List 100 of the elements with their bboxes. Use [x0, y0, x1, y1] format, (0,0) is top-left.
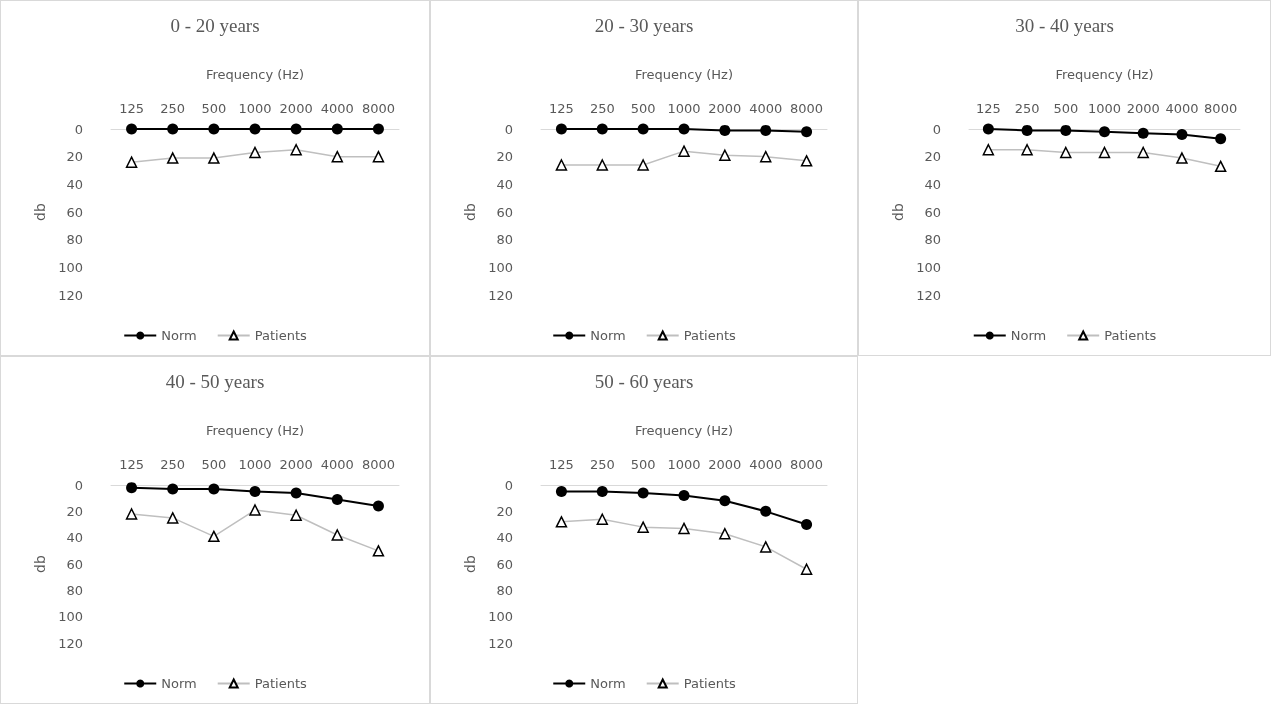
x-tick-label: 4000: [320, 101, 354, 116]
y-axis-title: db: [32, 203, 49, 221]
x-tick-label: 8000: [1204, 101, 1238, 116]
point: [249, 486, 261, 498]
point: [596, 486, 608, 498]
x-tick-label: 8000: [361, 101, 395, 116]
point: [678, 123, 690, 135]
chart-title: 30 - 40 years: [1015, 15, 1114, 36]
x-tick-label: 1000: [667, 457, 701, 472]
point: [982, 123, 994, 135]
x-tick-label: 1000: [238, 457, 272, 472]
y-tick-label: 0: [504, 121, 513, 137]
point: [801, 126, 813, 138]
x-tick-label: 8000: [790, 101, 824, 116]
y-tick-label: 60: [66, 556, 83, 572]
chart-title: 40 - 50 years: [165, 371, 265, 392]
x-tick-label: 250: [160, 457, 186, 472]
legend-label: Norm: [590, 328, 626, 343]
y-tick-label: 0: [74, 477, 83, 493]
y-axis-title: db: [462, 555, 479, 573]
point: [555, 123, 567, 135]
point: [208, 123, 220, 135]
y-tick-label: 0: [74, 121, 83, 137]
chart-title: 20 - 30 years: [594, 15, 694, 36]
point: [1021, 124, 1033, 136]
x-tick-label: 4000: [320, 457, 354, 472]
x-axis-title: Frequency (Hz): [634, 423, 734, 438]
x-axis-title: Frequency (Hz): [634, 67, 734, 82]
x-tick-label: 500: [630, 457, 656, 472]
x-tick-label: 1000: [667, 101, 701, 116]
y-tick-label: 120: [488, 635, 513, 651]
y-tick-label: 80: [496, 582, 513, 598]
point: [208, 483, 220, 495]
x-tick-label: 500: [201, 101, 227, 116]
y-tick-label: 80: [66, 582, 83, 598]
y-tick-label: 100: [488, 609, 513, 625]
x-tick-label: 4000: [749, 101, 783, 116]
x-tick-label: 250: [589, 101, 615, 116]
legend-label: Norm: [1010, 328, 1047, 343]
x-tick-label: 250: [1014, 101, 1040, 116]
x-tick-label: 250: [160, 101, 186, 116]
legend-label: Norm: [590, 676, 626, 691]
y-tick-label: 100: [916, 259, 941, 275]
point: [331, 123, 343, 135]
y-tick-label: 80: [924, 232, 941, 248]
y-tick-label: 20: [924, 149, 941, 165]
y-tick-label: 60: [924, 204, 941, 220]
x-tick-label: 500: [201, 457, 227, 472]
x-tick-label: 2000: [279, 101, 313, 116]
y-tick-label: 80: [66, 232, 83, 248]
x-tick-label: 125: [975, 101, 1001, 116]
x-axis-title: Frequency (Hz): [205, 67, 305, 82]
x-tick-label: 4000: [749, 457, 783, 472]
legend-label: Patients: [683, 676, 736, 691]
legend-label: Patients: [683, 328, 736, 343]
point: [637, 487, 649, 499]
legend-label: Patients: [254, 328, 307, 343]
point: [1099, 126, 1110, 138]
point: [555, 486, 567, 498]
y-tick-label: 100: [488, 259, 513, 275]
chart-title: 50 - 60 years: [594, 371, 694, 392]
point: [801, 519, 813, 530]
point: [1060, 124, 1072, 136]
y-tick-label: 40: [924, 176, 941, 192]
x-tick-label: 2000: [1126, 101, 1160, 116]
point: [1137, 127, 1149, 139]
x-tick-label: 2000: [279, 457, 313, 472]
point: [290, 123, 302, 135]
y-tick-label: 20: [496, 503, 513, 519]
legend-label: Patients: [254, 676, 307, 691]
point: [167, 483, 179, 495]
point: [678, 490, 690, 502]
chart-title: 0 - 20 years: [170, 15, 260, 36]
x-tick-label: 1000: [238, 101, 272, 116]
point: [126, 123, 138, 135]
y-tick-label: 20: [66, 503, 83, 519]
x-tick-label: 8000: [361, 457, 395, 472]
y-tick-label: 40: [496, 530, 513, 546]
point: [126, 482, 138, 494]
point: [1176, 129, 1188, 141]
y-tick-label: 0: [504, 477, 513, 493]
x-tick-label: 1000: [1087, 101, 1122, 116]
x-tick-label: 125: [549, 457, 574, 472]
y-tick-label: 100: [58, 609, 83, 625]
point: [372, 123, 384, 135]
x-axis-title: Frequency (Hz): [1055, 67, 1154, 82]
y-tick-label: 20: [496, 149, 513, 165]
y-tick-label: 0: [932, 121, 941, 137]
y-tick-label: 20: [66, 149, 83, 165]
point: [760, 124, 772, 136]
y-tick-label: 60: [496, 204, 513, 220]
y-axis-title: db: [890, 203, 907, 221]
x-tick-label: 4000: [1165, 101, 1199, 116]
point: [249, 123, 261, 135]
x-tick-label: 500: [630, 101, 656, 116]
legend-label: Norm: [161, 676, 197, 691]
legend-label: Patients: [1104, 328, 1157, 343]
y-tick-label: 120: [58, 287, 83, 303]
x-axis-title: Frequency (Hz): [205, 423, 305, 438]
point: [596, 123, 608, 135]
